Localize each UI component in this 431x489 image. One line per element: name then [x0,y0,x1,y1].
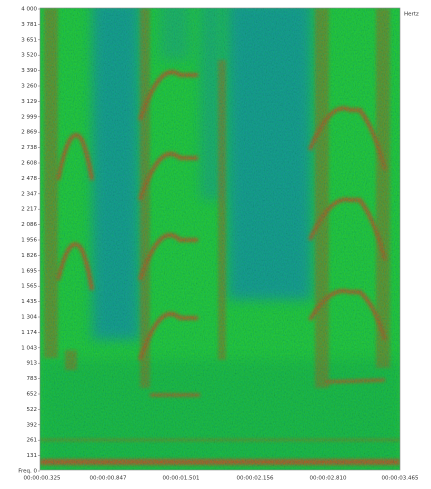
y-label: 2 086 [21,222,37,228]
y-label: Freq. 0 [18,469,37,475]
y-label: 1 043 [21,345,37,351]
y-label: 522 [27,407,38,413]
y-label: 2 217 [21,207,37,213]
y-label: 652 [27,392,38,398]
unit-label: Hertz [404,12,419,18]
x-label: 00:00:02.156 [237,476,274,482]
y-label: 2 738 [21,145,37,151]
y-label: 3 260 [21,84,37,90]
y-label: 392 [27,422,38,428]
x-label: 00:00:00.325 [24,476,61,482]
spectrogram-window: Hertz 4 000 3 781 3 651 3 520 3 390 3 260 3 12… [0,0,431,485]
y-label: 2 347 [21,191,37,197]
y-label: 1 304 [21,315,37,321]
y-label: 1 565 [21,284,37,290]
spectrogram [40,0,400,470]
y-label: 1 174 [21,330,37,336]
y-label: 3 129 [21,99,37,105]
y-label: 1 435 [21,299,37,305]
y-label: 3 390 [21,68,37,74]
x-label: 00:00:03.465 [382,476,419,482]
x-label: 00:00:00.847 [90,476,127,482]
y-label: 261 [27,438,38,444]
y-label: 2 478 [21,176,37,182]
y-label: 131 [27,453,38,459]
x-label: 00:00:02.810 [310,476,347,482]
y-label: 2 999 [21,114,37,120]
y-label: 1 956 [21,238,37,244]
y-label: 783 [27,376,38,382]
y-label: 3 520 [21,53,37,59]
y-label: 1 695 [21,268,37,274]
y-label: 3 781 [21,22,37,28]
y-label: 3 651 [21,37,37,43]
y-label: 1 826 [21,253,37,259]
x-label: 00:00:01.501 [163,476,200,482]
y-label: 913 [27,361,38,367]
y-label: 2 608 [21,161,37,167]
y-label: 4 000 [21,7,37,13]
y-label: 2 869 [21,130,37,136]
